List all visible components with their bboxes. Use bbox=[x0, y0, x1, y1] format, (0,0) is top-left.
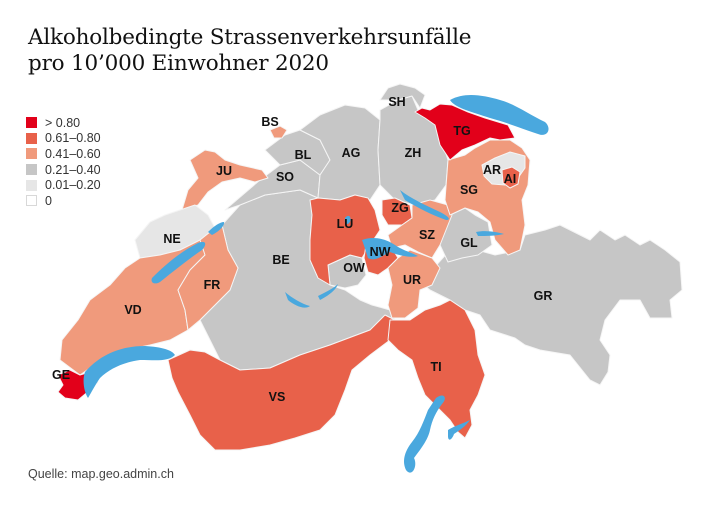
lake-sempach bbox=[344, 215, 351, 225]
legend-swatch bbox=[26, 148, 37, 160]
map-title: Alkoholbedingte Strassenverkehrsunfälle … bbox=[28, 25, 471, 77]
label-VS: VS bbox=[269, 390, 286, 404]
label-AG: AG bbox=[342, 146, 361, 160]
legend-label: 0.01–0.20 bbox=[45, 178, 101, 193]
lake-lugano bbox=[448, 420, 470, 440]
lake-geneva bbox=[83, 346, 175, 398]
legend-swatch bbox=[26, 195, 37, 207]
label-AI: AI bbox=[504, 172, 517, 186]
label-SH: SH bbox=[388, 95, 405, 109]
lake-thun-brienz bbox=[285, 284, 338, 308]
legend-label: 0.41–0.60 bbox=[45, 146, 101, 161]
label-FR: FR bbox=[204, 278, 221, 292]
legend-swatch bbox=[26, 132, 37, 144]
canton-GR[interactable] bbox=[419, 224, 683, 386]
lake-walensee bbox=[476, 231, 504, 236]
label-VD: VD bbox=[124, 303, 141, 317]
canton-AG[interactable] bbox=[299, 104, 381, 201]
legend-item-001-020: 0.01–0.20 bbox=[26, 177, 101, 193]
label-TI: TI bbox=[430, 360, 441, 374]
canton-SH[interactable] bbox=[379, 83, 426, 109]
label-GR: GR bbox=[534, 289, 553, 303]
label-UR: UR bbox=[403, 273, 421, 287]
legend-item-061-080: 0.61–0.80 bbox=[26, 131, 101, 147]
legend-item-0: 0 bbox=[26, 193, 101, 209]
legend-label: 0.61–0.80 bbox=[45, 131, 101, 146]
lakes bbox=[83, 95, 549, 473]
label-NW: NW bbox=[370, 245, 391, 259]
label-GL: GL bbox=[460, 236, 478, 250]
legend-label: 0 bbox=[45, 193, 52, 208]
legend-swatch bbox=[26, 164, 37, 176]
canton-VS[interactable] bbox=[167, 314, 396, 451]
canton-AI[interactable] bbox=[501, 166, 521, 189]
lake-lucerne bbox=[362, 237, 418, 260]
legend-swatch bbox=[26, 179, 37, 191]
canton-LU[interactable] bbox=[309, 194, 381, 286]
canton-JU[interactable] bbox=[181, 149, 269, 211]
legend-item-021-040: 0.21–0.40 bbox=[26, 162, 101, 178]
canton-labels: SH TG BS BL AG ZH AR AI JU SO SG LU ZG N… bbox=[52, 95, 552, 404]
label-GE: GE bbox=[52, 368, 70, 382]
label-BS: BS bbox=[261, 115, 278, 129]
canton-FR[interactable] bbox=[177, 224, 239, 331]
label-JU: JU bbox=[216, 164, 232, 178]
label-TG: TG bbox=[453, 124, 470, 138]
legend-label: 0.21–0.40 bbox=[45, 162, 101, 177]
canton-GL[interactable] bbox=[439, 207, 493, 263]
canton-TG[interactable] bbox=[414, 103, 516, 161]
legend-item-gt-080: > 0.80 bbox=[26, 115, 101, 131]
label-LU: LU bbox=[337, 217, 354, 231]
label-SG: SG bbox=[460, 183, 478, 197]
legend: > 0.80 0.61–0.80 0.41–0.60 0.21–0.40 0.0… bbox=[26, 115, 101, 209]
label-BL: BL bbox=[295, 148, 312, 162]
legend-swatch bbox=[26, 117, 37, 129]
label-NE: NE bbox=[163, 232, 180, 246]
lake-neuchatel bbox=[151, 241, 206, 284]
label-SZ: SZ bbox=[419, 228, 435, 242]
lake-constance bbox=[450, 95, 549, 135]
source-note: Quelle: map.geo.admin.ch bbox=[28, 467, 174, 481]
label-ZG: ZG bbox=[391, 201, 408, 215]
legend-label: > 0.80 bbox=[45, 115, 81, 130]
label-SO: SO bbox=[276, 170, 294, 184]
title-line-1: Alkoholbedingte Strassenverkehrsunfälle bbox=[28, 25, 472, 50]
canton-TI[interactable] bbox=[387, 299, 486, 439]
canton-BS[interactable] bbox=[269, 125, 288, 139]
cantons bbox=[57, 83, 683, 451]
label-AR: AR bbox=[483, 163, 501, 177]
label-ZH: ZH bbox=[405, 146, 422, 160]
legend-item-041-060: 0.41–0.60 bbox=[26, 146, 101, 162]
label-BE: BE bbox=[272, 253, 289, 267]
label-OW: OW bbox=[343, 261, 365, 275]
title-line-2: pro 10’000 Einwohner 2020 bbox=[28, 51, 329, 76]
lake-zurich bbox=[400, 190, 449, 220]
lake-maggiore bbox=[404, 395, 445, 473]
canton-UR[interactable] bbox=[387, 249, 441, 319]
lake-biel bbox=[208, 222, 225, 235]
